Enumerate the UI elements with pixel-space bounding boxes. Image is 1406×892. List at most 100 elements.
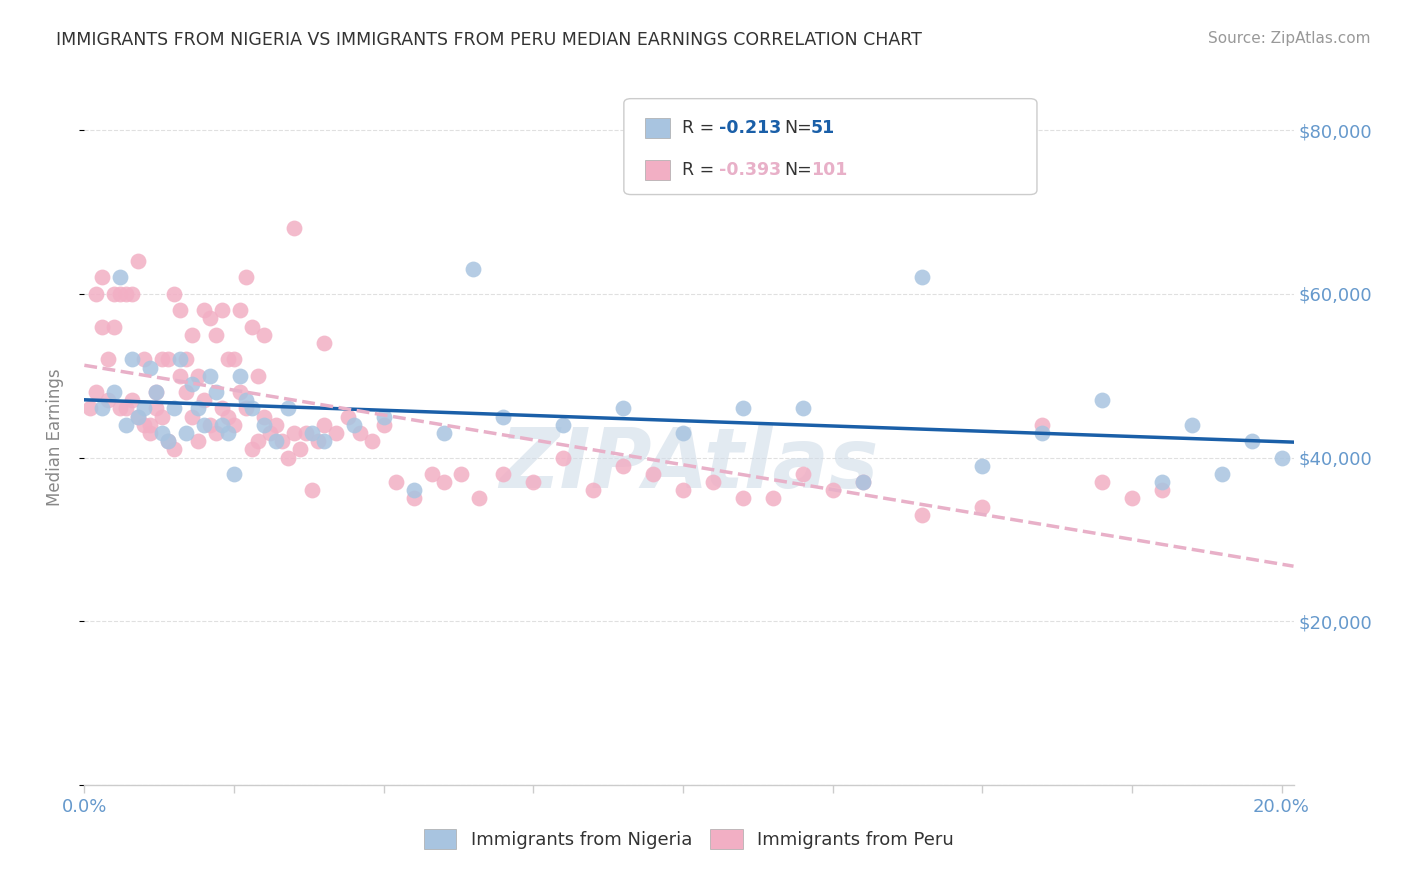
Point — [336, 409, 359, 424]
Text: N=: N= — [785, 161, 811, 178]
Point — [851, 475, 873, 489]
Point — [174, 352, 197, 367]
Point — [612, 458, 634, 473]
Point — [103, 319, 125, 334]
Point — [240, 442, 263, 457]
Point — [139, 425, 162, 440]
Point — [193, 393, 215, 408]
Point — [121, 352, 143, 367]
Text: 51: 51 — [811, 120, 835, 137]
Point — [307, 434, 329, 449]
Point — [181, 327, 204, 342]
Point — [139, 360, 162, 375]
Point — [792, 401, 814, 416]
Point — [198, 368, 221, 383]
Point — [312, 417, 335, 432]
Point — [134, 352, 156, 367]
Text: N=: N= — [785, 120, 811, 137]
Point — [432, 475, 454, 489]
Point — [222, 417, 245, 432]
Point — [229, 303, 252, 318]
Point — [301, 483, 323, 498]
Point — [264, 434, 287, 449]
Point — [157, 352, 180, 367]
Point — [246, 434, 269, 449]
Point — [86, 286, 108, 301]
Point — [110, 286, 132, 301]
Point — [553, 450, 575, 465]
Point — [235, 401, 257, 416]
Point — [641, 467, 664, 481]
Point — [295, 425, 318, 440]
Point — [103, 385, 125, 400]
Point — [468, 491, 491, 506]
Point — [91, 319, 114, 334]
Point — [463, 262, 485, 277]
Point — [211, 303, 233, 318]
Point — [174, 385, 197, 400]
Point — [134, 401, 156, 416]
Point — [193, 417, 215, 432]
Point — [821, 483, 844, 498]
Point — [343, 417, 366, 432]
Point — [229, 385, 252, 400]
Point — [672, 425, 695, 440]
Point — [349, 425, 371, 440]
Point — [235, 393, 257, 408]
Point — [79, 401, 101, 416]
Point — [246, 368, 269, 383]
Text: ZIPAtlas: ZIPAtlas — [499, 425, 879, 506]
Point — [86, 385, 108, 400]
Point — [115, 417, 138, 432]
Point — [762, 491, 785, 506]
Point — [217, 425, 239, 440]
Point — [235, 270, 257, 285]
Point — [217, 352, 239, 367]
Point — [312, 335, 335, 350]
Point — [127, 409, 149, 424]
Point — [240, 401, 263, 416]
Point — [450, 467, 472, 481]
Point — [157, 434, 180, 449]
Point — [174, 425, 197, 440]
Point — [139, 417, 162, 432]
Point — [181, 409, 204, 424]
Point — [240, 319, 263, 334]
Point — [911, 270, 934, 285]
Point — [288, 442, 311, 457]
Point — [198, 311, 221, 326]
Point — [672, 483, 695, 498]
Point — [134, 417, 156, 432]
Point — [163, 286, 186, 301]
Point — [253, 417, 276, 432]
Point — [217, 409, 239, 424]
Point — [97, 352, 120, 367]
Point — [222, 467, 245, 481]
Point — [1270, 450, 1292, 465]
Point — [301, 425, 323, 440]
Text: -0.393: -0.393 — [720, 161, 782, 178]
Point — [229, 368, 252, 383]
Point — [1211, 467, 1233, 481]
Point — [283, 425, 305, 440]
Point — [270, 434, 292, 449]
Text: -0.213: -0.213 — [720, 120, 782, 137]
Y-axis label: Median Earnings: Median Earnings — [45, 368, 63, 506]
Point — [91, 270, 114, 285]
Point — [259, 425, 281, 440]
Point — [211, 417, 233, 432]
Point — [1150, 475, 1173, 489]
Point — [150, 409, 173, 424]
Point — [169, 352, 191, 367]
Point — [432, 425, 454, 440]
Point — [612, 401, 634, 416]
Point — [121, 393, 143, 408]
Point — [97, 393, 120, 408]
Text: 101: 101 — [811, 161, 848, 178]
Point — [121, 286, 143, 301]
Point — [127, 254, 149, 268]
Point — [522, 475, 544, 489]
Point — [1181, 417, 1204, 432]
Text: R =: R = — [682, 120, 720, 137]
Point — [145, 385, 167, 400]
